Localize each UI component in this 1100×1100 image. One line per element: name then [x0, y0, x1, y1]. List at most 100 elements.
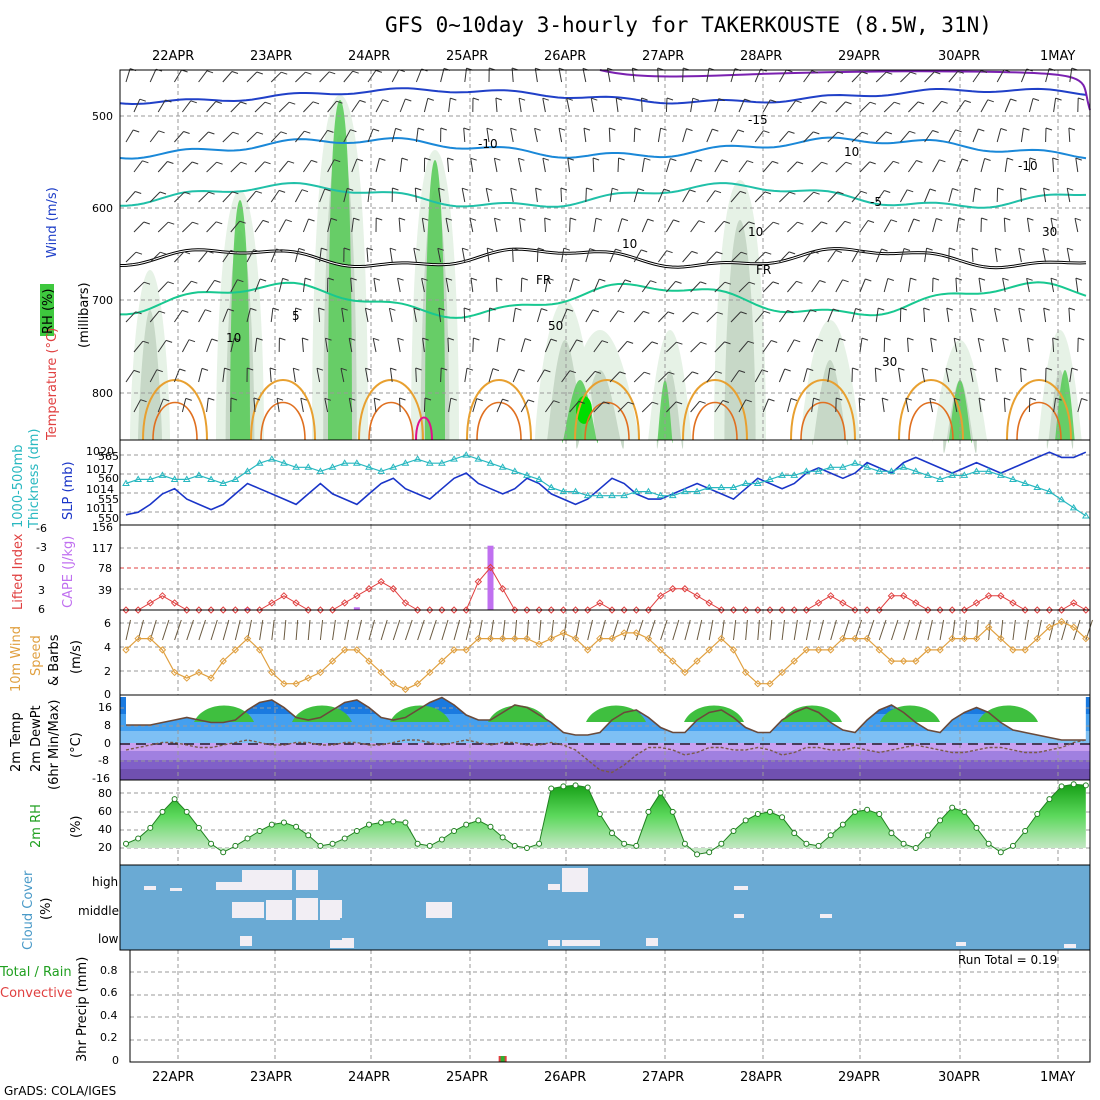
wind-barb-flag: [771, 340, 778, 343]
wind-barb-flag: [293, 367, 300, 371]
wind-barb: [246, 249, 255, 263]
thickness-tick: 560: [98, 472, 119, 485]
wind-barb-flag: [499, 337, 506, 341]
wind-barb-flag: [207, 250, 214, 254]
wind-barb: [1075, 278, 1079, 293]
wind-barb: [133, 98, 141, 113]
rh2m-marker: [852, 808, 858, 815]
wind-barb: [536, 308, 542, 323]
rh-plume-mid: [138, 310, 162, 440]
wind-barb-flag: [208, 191, 215, 195]
precip-total-label: Total / Rain: [0, 965, 72, 980]
wind-barb-flag: [489, 307, 496, 311]
lifted-index-marker: [170, 599, 179, 607]
cloud-block: [820, 914, 832, 918]
contour-label: 30: [882, 355, 897, 369]
thickness-marker: [207, 475, 215, 482]
wind-barb-flag: [264, 101, 272, 105]
wind-barb-flag: [190, 100, 197, 104]
wind-barb: [375, 99, 384, 113]
li-tick: -6: [36, 522, 47, 535]
wind-barb-flag: [768, 398, 775, 402]
thickness-marker: [741, 479, 750, 486]
lifted-index-marker: [1009, 599, 1017, 607]
lifted-index-marker: [778, 606, 786, 614]
wind10m-marker: [839, 634, 847, 643]
thickness-marker: [668, 491, 677, 499]
rh2m-marker: [256, 828, 263, 834]
rh2m-marker: [633, 842, 640, 849]
wind-barb-flag: [1020, 187, 1027, 191]
wind-barb: [969, 308, 974, 323]
wind-barb: [253, 397, 256, 413]
wind-barb: [182, 221, 193, 233]
wind10m-marker: [268, 668, 276, 677]
wind-barb-flag: [595, 217, 603, 221]
wind-barb: [278, 219, 287, 233]
thickness-marker: [1021, 479, 1029, 486]
wind-barb-flag: [167, 281, 174, 285]
wind-barb: [1053, 98, 1057, 113]
contour-label: 10: [748, 225, 763, 239]
wind-barb: [254, 278, 261, 293]
wind-barb: [803, 309, 811, 323]
wind10m-marker: [790, 657, 798, 665]
wind-barb-flag: [427, 97, 434, 101]
wind-barb-flag: [1004, 217, 1011, 221]
rh2m-marker: [997, 849, 1004, 856]
wind-barb-flag: [939, 159, 946, 163]
temperature-band: [120, 751, 1090, 760]
wind-tick: 0: [104, 688, 111, 701]
wind-barb-flag: [583, 127, 591, 131]
wind-barb-flag: [788, 251, 796, 255]
wind-barb: [1020, 187, 1022, 203]
wind10m-marker: [851, 634, 859, 643]
contour-label: -10: [1018, 159, 1038, 173]
date-label: 25APR: [446, 1070, 488, 1085]
wind-barb-flag: [495, 97, 503, 101]
wind-barb: [1068, 307, 1071, 323]
wind-barb-flag: [321, 247, 328, 251]
wind-barb-flag: [689, 189, 696, 193]
bottom-date-axis: 22APR 23APR 24APR 25APR 26APR 27APR 28AP…: [152, 1070, 1075, 1085]
wind-barb: [1042, 248, 1047, 263]
top-date-axis: 22APR 23APR 24APR 25APR 26APR 27APR 28AP…: [152, 49, 1075, 64]
thickness-marker: [316, 467, 325, 474]
panel-grid: [120, 70, 1090, 440]
wind-barb-flag: [845, 161, 852, 165]
wind-barb-flag: [287, 160, 295, 164]
wind-barb: [325, 338, 329, 353]
wind10m-marker: [729, 646, 738, 654]
cloud-block: [342, 938, 354, 948]
date-label: 1MAY: [1040, 49, 1075, 64]
wind-barb-flag: [816, 338, 824, 342]
wind-barb: [932, 159, 940, 173]
wind-barb-flag: [369, 187, 376, 191]
wind10m-marker: [438, 657, 446, 665]
y-tick-label: 700: [92, 294, 113, 307]
wind-barb-flag: [334, 159, 341, 163]
rh2m-marker: [973, 824, 980, 831]
wind-barb: [907, 160, 917, 173]
wind-barb-flag: [837, 191, 844, 195]
wind-barb: [318, 307, 321, 323]
wind-barb-flag: [941, 100, 948, 104]
wind-barb: [690, 281, 701, 293]
wind-barb: [907, 337, 909, 353]
wind-barb: [276, 398, 280, 413]
wind-barb: [423, 98, 429, 113]
wind-tick: 2: [104, 665, 111, 678]
wind-barb-flag: [165, 339, 173, 343]
wind-barb-flag: [518, 157, 525, 161]
wind-barb-flag: [903, 248, 911, 251]
wind-barb-flag: [740, 251, 748, 255]
wind-barb: [738, 160, 748, 173]
wind-barb: [972, 70, 982, 83]
wind-barb: [270, 71, 282, 83]
wind-barb: [762, 221, 774, 233]
cloud-block: [306, 900, 316, 920]
wind-barb-flag: [424, 397, 432, 401]
wind-barb: [198, 309, 206, 323]
lifted-index-marker: [243, 606, 252, 614]
cape-label: CAPE (J/kg): [61, 536, 76, 608]
